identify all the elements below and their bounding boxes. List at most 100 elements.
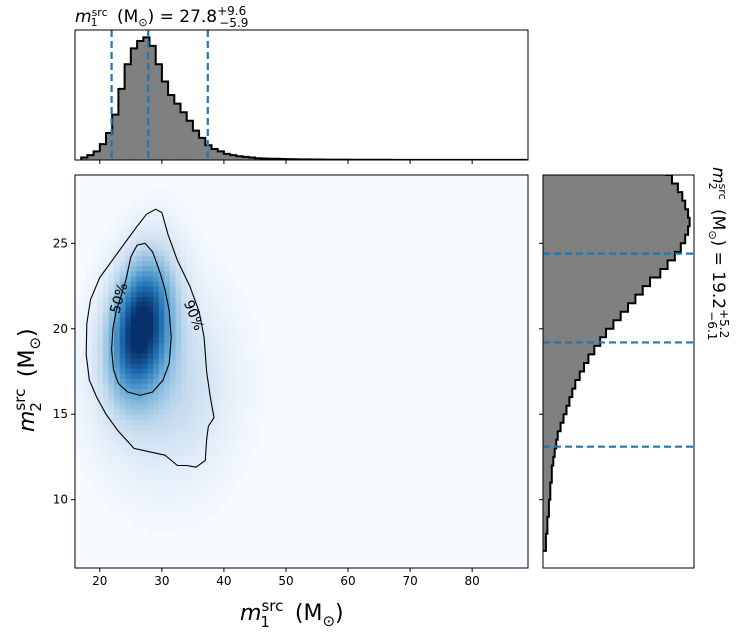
m1-hist-bar	[236, 156, 243, 160]
heatmap-cell	[142, 511, 149, 518]
heatmap-cell	[75, 403, 82, 410]
heatmap-cell	[114, 291, 121, 297]
heatmap-cell	[130, 496, 138, 502]
heatmap-cell	[169, 501, 177, 508]
heatmap-cell	[153, 460, 160, 467]
heatmap-cell	[91, 444, 98, 451]
heatmap-cell	[130, 306, 138, 313]
heatmap-cell	[203, 301, 210, 308]
heatmap-cell	[192, 475, 199, 482]
heatmap-cell	[197, 306, 205, 313]
heatmap-cell	[142, 460, 149, 467]
heatmap-cell	[147, 255, 154, 262]
heatmap-cell	[259, 414, 266, 420]
heatmap-cell	[158, 193, 165, 200]
heatmap-cell	[164, 460, 171, 467]
heatmap-cell	[108, 460, 115, 467]
heatmap-cell	[181, 414, 188, 420]
heatmap-cell	[169, 209, 177, 215]
heatmap-cell	[108, 250, 115, 256]
heatmap-cell	[197, 337, 205, 344]
heatmap-cell	[119, 209, 126, 215]
heatmap-cell	[119, 275, 126, 282]
heatmap-cell	[169, 204, 177, 210]
m2-hist-bar	[543, 508, 549, 518]
heatmap-cell	[225, 280, 232, 287]
heatmap-cell	[130, 214, 138, 221]
heatmap-cell	[248, 357, 255, 364]
heatmap-cell	[197, 373, 205, 379]
heatmap-cell	[169, 475, 177, 482]
heatmap-cell	[214, 368, 221, 374]
heatmap-cell	[142, 414, 149, 420]
heatmap-cell	[75, 296, 82, 303]
heatmap-cell	[203, 480, 210, 487]
heatmap-cell	[197, 491, 205, 497]
heatmap-cell	[147, 362, 154, 369]
heatmap-cell	[186, 521, 193, 528]
heatmap-cell	[142, 475, 149, 482]
heatmap-cell	[197, 475, 205, 482]
heatmap-cell	[147, 321, 154, 328]
heatmap-cell	[253, 409, 260, 415]
heatmap-cell	[158, 316, 165, 323]
heatmap-cell	[102, 501, 110, 508]
m2-hist-bar	[543, 21, 552, 30]
heatmap-cell	[130, 378, 138, 385]
heatmap-cell	[164, 398, 171, 405]
heatmap-cell	[236, 439, 244, 446]
heatmap-cell	[248, 439, 255, 446]
heatmap-cell	[175, 229, 182, 236]
heatmap-cell	[153, 219, 160, 226]
heatmap-cell	[114, 224, 121, 231]
heatmap-cell	[236, 460, 244, 467]
heatmap-cell	[158, 403, 165, 410]
m2-hist-bar	[543, 30, 553, 39]
heatmap-cell	[225, 419, 232, 426]
m1-hist-bar	[81, 157, 88, 160]
heatmap-cell	[108, 321, 115, 328]
heatmap-cell	[214, 311, 221, 318]
heatmap-cell	[142, 388, 149, 395]
heatmap-cell	[231, 357, 238, 364]
heatmap-cell	[136, 286, 143, 292]
heatmap-cell	[214, 347, 221, 354]
heatmap-cell	[164, 245, 171, 251]
heatmap-cell	[147, 439, 154, 446]
heatmap-cell	[164, 327, 171, 333]
heatmap-cell	[181, 398, 188, 405]
heatmap-cell	[242, 439, 249, 446]
heatmap-cell	[136, 368, 143, 374]
heatmap-cell	[236, 393, 244, 400]
heatmap-cell	[136, 198, 143, 205]
heatmap-cell	[130, 332, 138, 338]
heatmap-cell	[192, 383, 199, 390]
heatmap-cell	[158, 301, 165, 308]
heatmap-cell	[164, 321, 171, 328]
heatmap-cell	[242, 311, 249, 318]
heatmap-cell	[142, 398, 149, 405]
heatmap-cell	[119, 337, 126, 344]
heatmap-cell	[102, 311, 110, 318]
heatmap-cell	[130, 450, 138, 456]
heatmap-cell	[158, 383, 165, 390]
heatmap-cell	[86, 398, 93, 405]
heatmap-cell	[164, 265, 171, 272]
heatmap-cell	[175, 301, 182, 308]
heatmap-cell	[214, 291, 221, 297]
heatmap-cell	[158, 286, 165, 292]
heatmap-cell	[114, 342, 121, 349]
heatmap-cell	[136, 209, 143, 215]
heatmap-cell	[214, 362, 221, 369]
heatmap-cell	[130, 480, 138, 487]
heatmap-cell	[136, 388, 143, 395]
x-label-close: )	[335, 601, 344, 626]
heatmap-cell	[75, 327, 82, 333]
heatmap-cell	[192, 516, 199, 523]
heatmap-cell	[259, 403, 266, 410]
heatmap-cell	[214, 378, 221, 385]
heatmap-cell	[130, 373, 138, 379]
m1-title-symbol: m	[75, 7, 92, 27]
heatmap-cell	[186, 419, 193, 426]
heatmap-cell	[253, 424, 260, 431]
